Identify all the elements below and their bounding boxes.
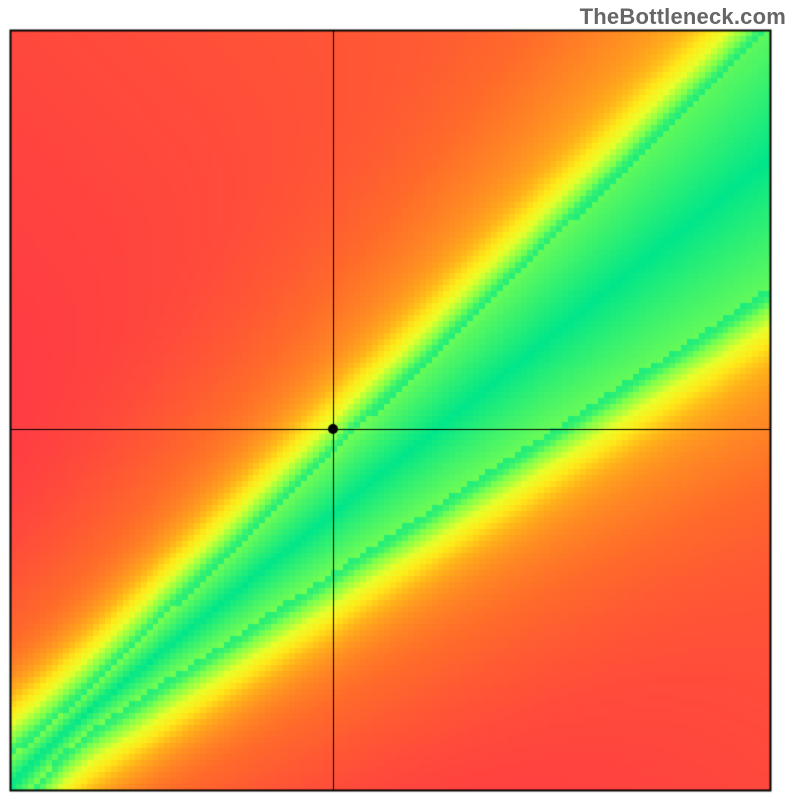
chart-container: TheBottleneck.com [0, 0, 800, 800]
heatmap-canvas [0, 0, 800, 800]
watermark-text: TheBottleneck.com [580, 4, 786, 30]
